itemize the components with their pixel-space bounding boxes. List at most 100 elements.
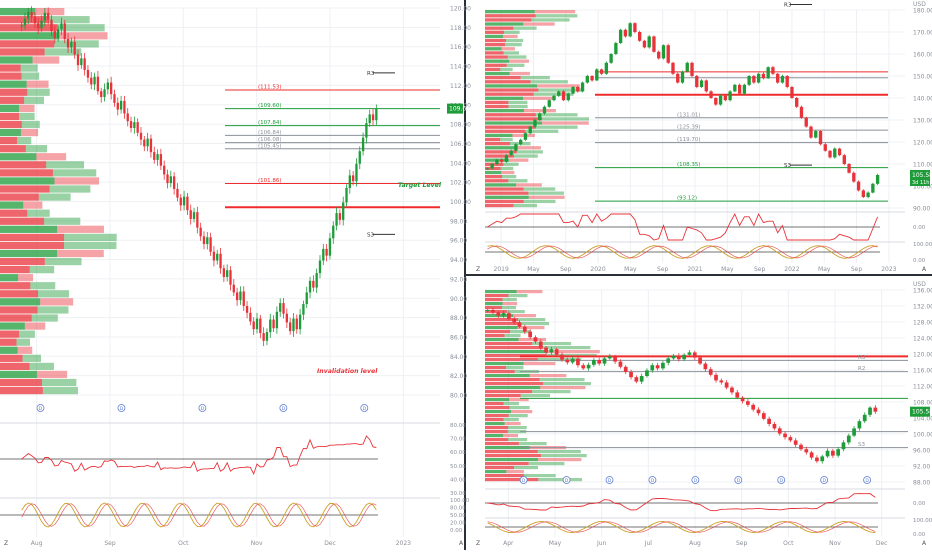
volume-profile-bar: [0, 282, 31, 290]
event-marker-circle[interactable]: [863, 476, 872, 484]
candle: [232, 279, 235, 296]
candle: [666, 356, 671, 366]
candle: [613, 354, 617, 364]
candle-body: [490, 164, 494, 169]
x-tick-label: Apr: [503, 540, 514, 547]
volume-profile-bar: [485, 434, 504, 438]
volume-profile-bar: [485, 330, 511, 334]
event-marker-circle[interactable]: [820, 476, 829, 484]
volume-profile-bar: [538, 458, 582, 462]
event-marker: D: [605, 476, 614, 484]
candle: [216, 249, 219, 265]
candle: [728, 90, 732, 102]
volume-profile-bar: [42, 386, 78, 395]
candle-body: [647, 36, 651, 48]
oscillator-tick: 20.00: [450, 521, 466, 527]
candle: [570, 356, 575, 365]
timezone-button[interactable]: Z: [476, 540, 480, 547]
event-marker-circle[interactable]: [279, 404, 288, 412]
auto-scale-button[interactable]: A: [922, 540, 927, 547]
volume-profile-bar: [542, 117, 590, 121]
auto-scale-button[interactable]: A: [922, 266, 927, 273]
volume-profile-bar: [29, 362, 54, 371]
event-marker-circle[interactable]: [519, 476, 528, 484]
candle: [799, 443, 803, 451]
candle-body: [302, 304, 305, 315]
candle: [868, 406, 872, 417]
candle-body: [226, 270, 229, 277]
timezone-button[interactable]: Z: [4, 540, 8, 547]
event-marker-circle[interactable]: [648, 476, 657, 484]
volume-profile-bar: [0, 330, 20, 338]
event-marker-circle[interactable]: [360, 404, 369, 412]
oscillator-tick: 70.00: [450, 437, 466, 443]
volume-profile-bar: [485, 402, 504, 406]
y-tick-label: 140.00: [913, 96, 932, 103]
event-marker-circle[interactable]: [198, 404, 207, 412]
candle: [43, 7, 47, 27]
volume-profile-bar: [485, 390, 533, 394]
candle: [733, 83, 737, 93]
candle: [485, 308, 490, 313]
last-price-tag: [910, 406, 930, 417]
candle: [842, 153, 846, 166]
oscillator-tick: 0.00: [913, 532, 926, 538]
candle: [708, 367, 713, 377]
event-marker-circle[interactable]: [562, 476, 571, 484]
candle-body: [766, 67, 770, 79]
candle: [714, 372, 718, 383]
candle: [149, 134, 153, 158]
event-marker-letter: D: [282, 406, 286, 412]
candle: [523, 131, 528, 141]
y-tick-label: 82.00: [450, 373, 467, 380]
timezone-button-label: Z: [4, 540, 8, 547]
volume-profile-bar: [524, 109, 556, 113]
candle: [795, 96, 799, 109]
candle-body: [133, 122, 136, 128]
candle-body: [740, 397, 745, 402]
event-marker-circle[interactable]: [777, 476, 786, 484]
candle: [255, 312, 259, 334]
candle: [561, 90, 566, 102]
candle-body: [109, 82, 113, 95]
candle: [576, 356, 580, 368]
candle-body: [285, 313, 289, 323]
candle-body: [828, 150, 832, 158]
candle: [767, 416, 771, 427]
candle-body: [507, 313, 511, 319]
candle: [647, 35, 651, 49]
volume-profile-bar: [0, 338, 17, 346]
candle-body: [818, 131, 823, 145]
last-price-value: 109.63: [449, 106, 470, 113]
volume-profile-bar: [0, 177, 55, 185]
candle: [756, 72, 761, 84]
volume-profile-bar: [523, 362, 556, 366]
candle-body: [866, 192, 870, 197]
candle-body: [737, 84, 742, 94]
candle-body: [871, 183, 875, 193]
y-tick-label: 102.00: [450, 180, 471, 187]
volume-profile-bar: [0, 249, 58, 258]
x-tick-label: Sep: [560, 266, 572, 273]
event-marker-circle[interactable]: [117, 404, 126, 412]
candle-body: [76, 54, 80, 66]
timezone-button[interactable]: Z: [476, 266, 480, 273]
auto-scale-button[interactable]: A: [459, 540, 464, 547]
volume-profile-bar: [485, 34, 503, 39]
candle: [514, 143, 518, 152]
event-marker-circle[interactable]: [36, 404, 45, 412]
candle-body: [275, 311, 279, 329]
event-marker-circle[interactable]: [691, 476, 700, 484]
candle-body: [163, 165, 166, 175]
candle: [63, 19, 66, 44]
candle-body: [332, 225, 335, 239]
candle: [156, 149, 159, 166]
candle-body: [836, 449, 841, 456]
x-tick-label: 2020: [590, 266, 605, 273]
candle: [709, 90, 713, 99]
event-marker-circle[interactable]: [734, 476, 743, 484]
candle-body: [780, 76, 785, 83]
volume-profile-bar: [0, 306, 38, 314]
event-marker-circle[interactable]: [605, 476, 614, 484]
